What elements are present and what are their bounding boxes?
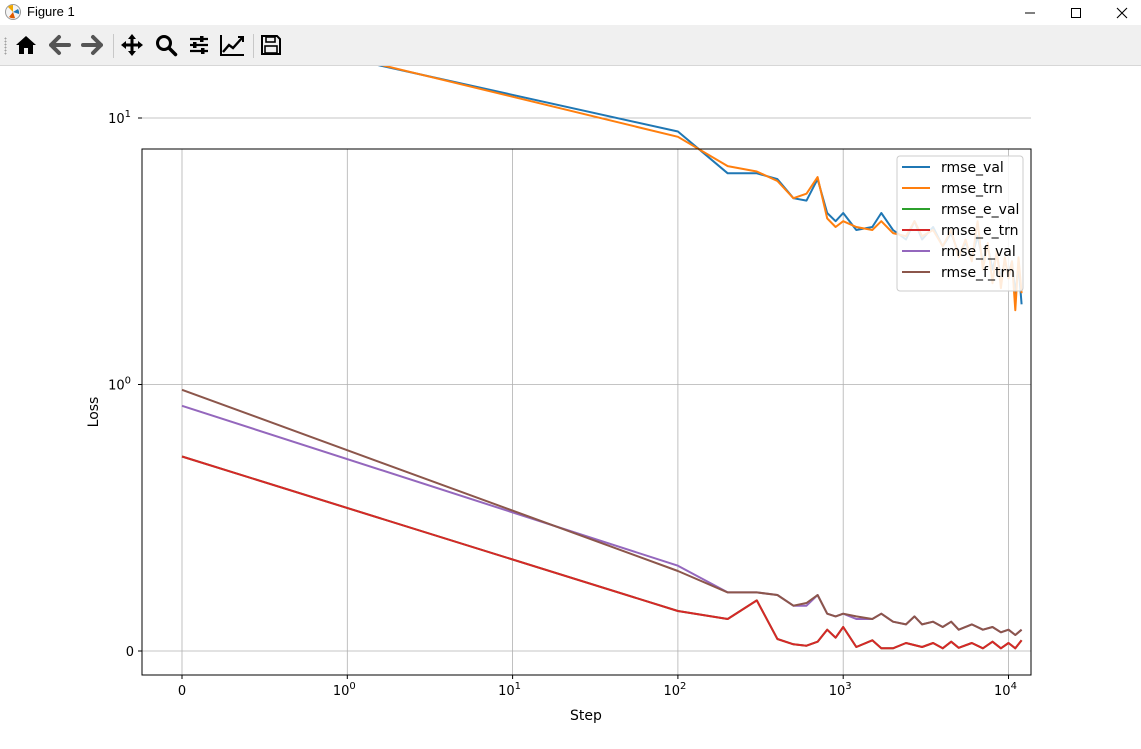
x-tick-label: 101: [498, 681, 521, 699]
arrow-right-icon: [81, 35, 103, 55]
x-tick-label: 104: [994, 681, 1017, 699]
zoom-button[interactable]: [153, 32, 179, 58]
home-button[interactable]: [13, 32, 39, 58]
minimize-button[interactable]: [1007, 0, 1053, 25]
minimize-icon: [1025, 12, 1035, 13]
legend-label: rmse_val: [941, 160, 1004, 176]
x-ticks: 0 100 101 102 103 104: [178, 675, 1017, 699]
forward-button[interactable]: [79, 32, 105, 58]
toolbar-separator: [113, 34, 114, 58]
y-tick-label: 101: [108, 109, 131, 127]
y-tick-label: 0: [126, 645, 134, 660]
series-line-rmse-e-trn: [181, 455, 1023, 650]
legend-label: rmse_e_val: [941, 202, 1019, 218]
axes-frame: [141, 148, 1032, 676]
toolbar-separator: [253, 34, 254, 58]
x-tick-label: 103: [829, 681, 852, 699]
close-button[interactable]: [1099, 0, 1141, 25]
toolbar-grip[interactable]: [4, 37, 7, 55]
save-button[interactable]: [258, 32, 284, 58]
axes-button[interactable]: [219, 32, 245, 58]
x-tick-label: 100: [333, 681, 356, 699]
trend-icon: [220, 35, 244, 56]
arrow-left-icon: [49, 35, 71, 55]
navigation-toolbar: [0, 25, 1141, 66]
legend-label: rmse_trn: [941, 181, 1003, 197]
move-icon: [121, 34, 143, 56]
legend-label: rmse_f_trn: [941, 265, 1015, 281]
x-tick-label: 0: [178, 684, 186, 699]
legend-box: [896, 155, 1024, 292]
sliders-icon: [190, 36, 208, 54]
maximize-button[interactable]: [1053, 0, 1099, 25]
y-ticks: 0 100 101: [108, 109, 142, 660]
subplots-button[interactable]: [186, 32, 212, 58]
y-tick-label: 100: [108, 376, 131, 394]
pan-button[interactable]: [119, 32, 145, 58]
window-title: Figure 1: [27, 4, 75, 19]
x-tick-label: 102: [663, 681, 686, 699]
home-icon: [16, 36, 36, 54]
series-line-rmse-f-trn: [181, 388, 1023, 636]
matplotlib-app-icon: [5, 4, 21, 20]
y-axis-label: Loss: [86, 397, 102, 428]
legend-label: rmse_f_val: [941, 244, 1016, 260]
maximize-icon: [1071, 7, 1081, 18]
x-axis-label: Step: [570, 708, 602, 724]
title-bar: Figure 1: [0, 0, 1141, 25]
figure-canvas[interactable]: 0 100 101 102 103 104 0 100 101 Step Loss rmse_…: [0, 66, 1141, 749]
back-button[interactable]: [47, 32, 73, 58]
close-icon: [1116, 7, 1128, 18]
magnifier-icon: [156, 35, 178, 57]
legend-label: rmse_e_trn: [941, 223, 1019, 239]
floppy-disk-icon: [261, 35, 281, 55]
legend: rmse_val rmse_trn rmse_e_val rmse_e_trnrmse…: [896, 155, 1024, 292]
